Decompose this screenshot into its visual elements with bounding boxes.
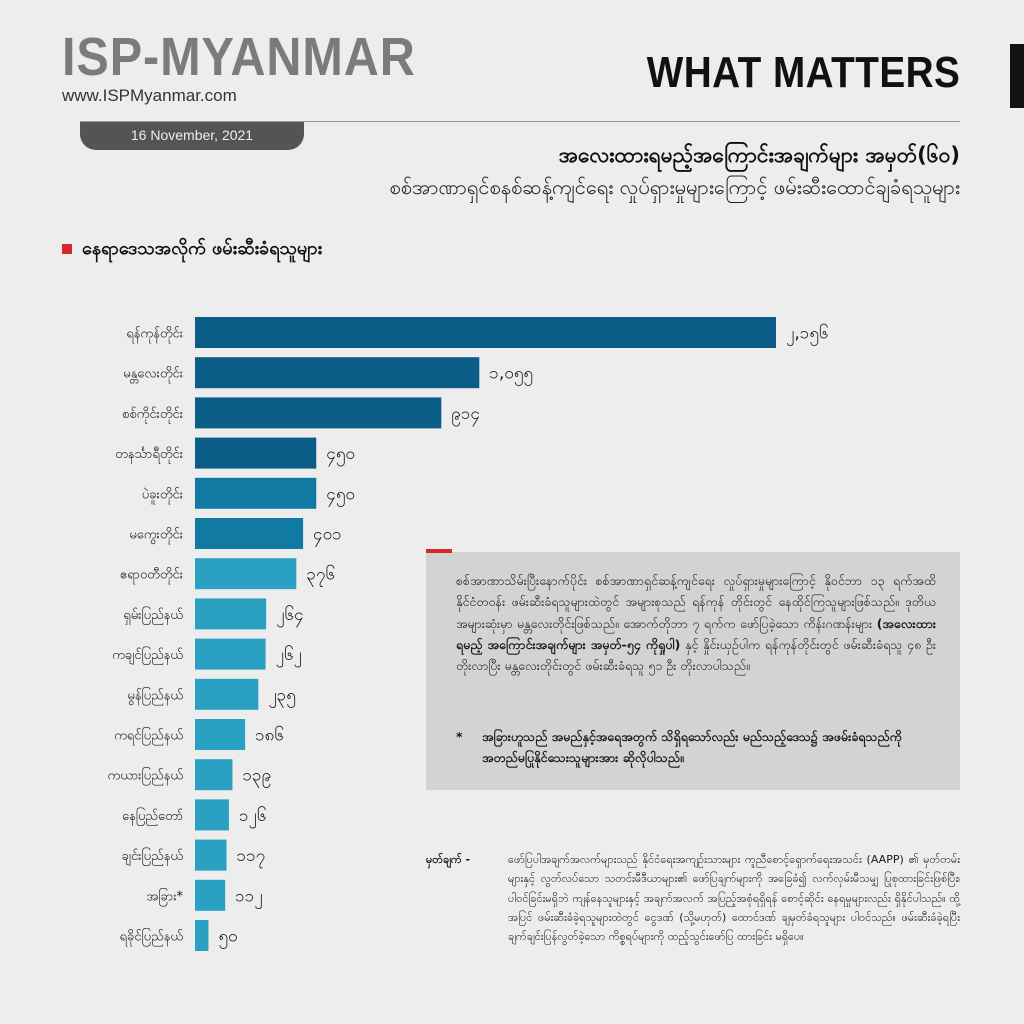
value-label: ၂၆၄ bbox=[276, 604, 303, 628]
category-label: မကွေးတိုင်း bbox=[129, 527, 183, 545]
bar-12 bbox=[195, 759, 233, 791]
tag-bar bbox=[1010, 44, 1024, 108]
category-label: ရန်ကုန်တိုင်း bbox=[126, 326, 183, 344]
series-tag: WHAT MATTERS bbox=[646, 48, 960, 97]
bar-2 bbox=[195, 357, 480, 389]
info-note-star: * bbox=[456, 729, 463, 744]
bar-6 bbox=[195, 518, 304, 549]
info-note-text: အခြားဟူသည် အမည်နှင့်အရေအတွက် သိရှိရသော်လ… bbox=[482, 729, 902, 766]
category-label: ချင်းပြည်နယ် bbox=[122, 847, 184, 866]
bar-16 bbox=[195, 920, 209, 951]
category-label: ပဲခူးတိုင်း bbox=[142, 486, 183, 504]
brand-logo: ISP-MYANMAR bbox=[62, 27, 416, 87]
value-label: ၁၁၂ bbox=[235, 886, 262, 909]
headline-subtitle: စစ်အာဏာရှင်စနစ်ဆန့်ကျင်ရေး လှုပ်ရှားမှုမ… bbox=[389, 174, 960, 199]
value-label: ၁၂၆ bbox=[239, 805, 266, 829]
bar-13 bbox=[195, 799, 229, 831]
category-label: တနင်္သာရီတိုင်း bbox=[115, 446, 183, 464]
section-label: နေရာဒေသအလိုက် ဖမ်းဆီးခံရသူများ bbox=[62, 236, 322, 263]
info-paragraph-1: စစ်အာဏာသိမ်းပြီးနောက်ပိုင်း စစ်အာဏာရှင်ဆ… bbox=[456, 573, 936, 631]
value-label: ၄၅၀ bbox=[326, 484, 355, 507]
bar-11 bbox=[195, 719, 246, 750]
value-label: ၂၆၂ bbox=[276, 644, 302, 668]
info-paragraph: စစ်အာဏာသိမ်းပြီးနောက်ပိုင်း စစ်အာဏာရှင်ဆ… bbox=[456, 570, 936, 676]
source-text: ဖော်ပြပါအချက်အလက်များသည် နိုင်ငံရေးအကျဉ်… bbox=[508, 853, 960, 943]
category-label: ကရင်ပြည်နယ် bbox=[114, 727, 183, 746]
source-note: မှတ်ချက် - ဖော်ပြပါအချက်အလက်များသည် နိုင… bbox=[426, 850, 960, 946]
headline: အလေးထားရမည့်အကြောင်းအချက်များ အမှတ်(၆၀) … bbox=[389, 140, 960, 202]
source-label: မှတ်ချက် - bbox=[426, 853, 471, 866]
section-label-text: နေရာဒေသအလိုက် ဖမ်းဆီးခံရသူများ bbox=[82, 238, 323, 259]
value-label: ၂၃၅ bbox=[268, 685, 295, 708]
bar-14 bbox=[195, 839, 227, 871]
section-marker bbox=[62, 244, 72, 254]
header-divider bbox=[80, 121, 960, 122]
category-label: မန္တလေးတိုင်း bbox=[123, 366, 183, 384]
value-label: ၁၈၆ bbox=[255, 725, 284, 746]
value-label: ၄၀၁ bbox=[313, 525, 342, 548]
bar-9 bbox=[195, 638, 266, 670]
info-paragraph-bold: (အလေးထားရမည့် အကြောင်းအချက်များ အမှတ်-၅၄… bbox=[456, 615, 936, 652]
headline-title: အလေးထားရမည့်အကြောင်းအချက်များ အမှတ်(၆၀) bbox=[558, 143, 960, 167]
value-label: ၉၁၄ bbox=[451, 404, 480, 427]
bar-10 bbox=[195, 678, 259, 710]
category-label: အခြား* bbox=[146, 887, 183, 906]
category-label: ရှမ်းပြည်နယ် bbox=[123, 606, 183, 625]
value-label: ၁,၀၅၅ bbox=[489, 364, 533, 387]
category-label: ရခိုင်ပြည်နယ် bbox=[119, 928, 183, 947]
bar-15 bbox=[195, 879, 226, 911]
value-label: ၂,၁၅၆ bbox=[786, 323, 828, 347]
brand-block: ISP-MYANMAR www.ISPMyanmar.com bbox=[62, 30, 455, 106]
category-label: မွန်ပြည်နယ် bbox=[127, 686, 183, 705]
bar-1 bbox=[195, 317, 776, 348]
bar-8 bbox=[195, 598, 267, 630]
value-label: ၅၀ bbox=[218, 927, 237, 950]
value-label: ၄၅၀ bbox=[326, 444, 355, 467]
value-label: ၃၇၆ bbox=[306, 564, 335, 588]
info-box: စစ်အာဏာသိမ်းပြီးနောက်ပိုင်း စစ်အာဏာရှင်ဆ… bbox=[426, 549, 960, 790]
bar-5 bbox=[195, 477, 317, 509]
info-paragraph-2: နှင့် နှိုင်းယှဉ်ပါက ရန်ကုန်တိုင်းတွင် ဖ… bbox=[456, 636, 937, 673]
category-label: နေပြည်တော် bbox=[122, 807, 183, 826]
category-label: ကယားပြည်နယ် bbox=[108, 767, 184, 786]
category-label: ဧရာဝတီတိုင်း bbox=[120, 567, 183, 585]
value-label: ၁၁၇ bbox=[237, 846, 266, 869]
info-note: * အခြားဟူသည် အမည်နှင့်အရေအတွက် သိရှိရသော်… bbox=[456, 726, 936, 769]
bar-7 bbox=[195, 558, 297, 590]
date-badge: 16 November, 2021 bbox=[80, 122, 304, 150]
category-label: ကချင်ပြည်နယ် bbox=[112, 646, 183, 665]
bar-4 bbox=[195, 437, 317, 469]
bar-3 bbox=[195, 397, 442, 429]
category-label: စစ်ကိုင်းတိုင်း bbox=[122, 406, 183, 424]
brand-url[interactable]: www.ISPMyanmar.com bbox=[62, 86, 237, 105]
info-box-accent bbox=[426, 549, 452, 553]
value-label: ၁၃၉ bbox=[242, 766, 271, 789]
